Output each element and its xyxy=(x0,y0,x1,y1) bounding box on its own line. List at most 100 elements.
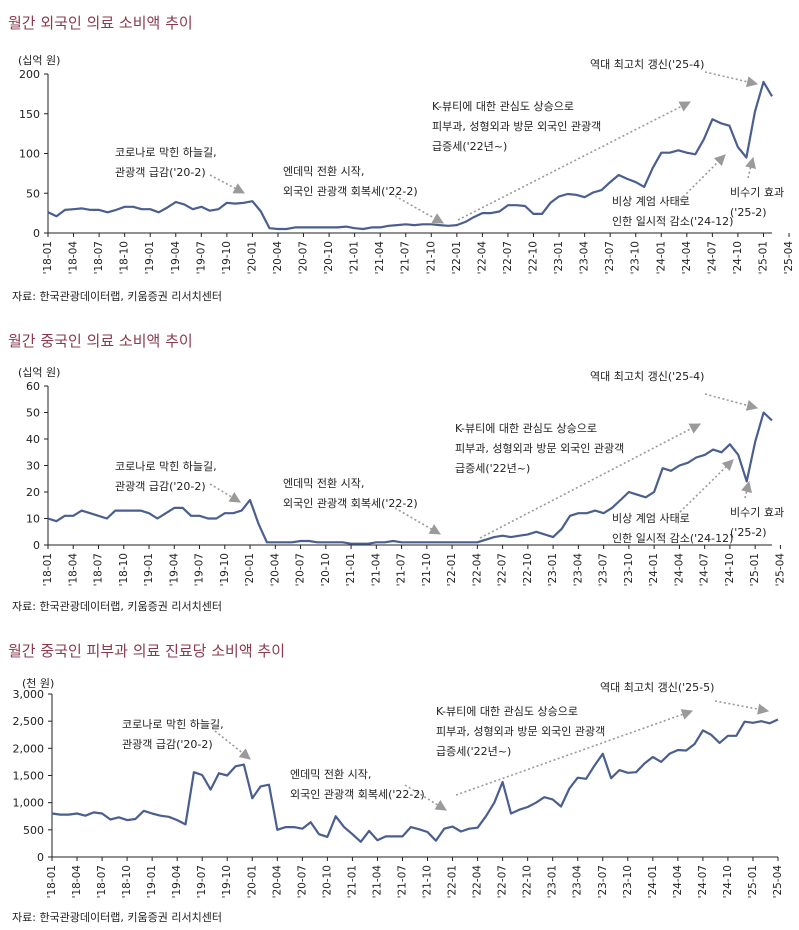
x-tick-label: '23-01 xyxy=(547,865,559,898)
series-line xyxy=(47,80,773,231)
x-tick-label: '24-07 xyxy=(697,865,709,898)
x-tick-label: '24-10 xyxy=(722,865,734,898)
x-tick-label: '19-01 xyxy=(144,241,156,274)
x-tick-label: '23-10 xyxy=(623,553,635,586)
annotation-arrow xyxy=(455,709,694,796)
annotation-text: K-뷰티에 대한 관심도 상승으로 xyxy=(455,422,597,435)
x-tick-label: '20-01 xyxy=(246,241,258,274)
chart3-title: 월간 중국인 피부과 의료 진료당 소비액 추이 xyxy=(8,642,286,660)
annotation-arrow xyxy=(679,154,726,201)
x-tick-label: '18-01 xyxy=(46,865,58,898)
annotation-text: 외국인 관광객 회복세('22-2) xyxy=(290,788,425,801)
x-tick-label: '19-04 xyxy=(171,865,183,899)
x-tick-label: '22-07 xyxy=(502,241,514,274)
x-tick-label: '19-10 xyxy=(221,865,233,898)
chart3-unit: (천 원) xyxy=(22,677,55,690)
x-tick-label: '18-10 xyxy=(118,553,130,586)
annotation-text: 비수기 효과 xyxy=(730,506,784,519)
annotation-text: 엔데믹 전환 시작, xyxy=(283,477,364,490)
x-tick-label: '19-10 xyxy=(221,241,233,274)
x-tick-label: '20-10 xyxy=(323,241,335,274)
series-line xyxy=(51,718,779,843)
x-tick-label: '24-04 xyxy=(673,553,685,587)
x-tick-label: '24-01 xyxy=(648,553,660,586)
chart2-plot: 0 10 20 30 40 50 60 '18-01 '18-04 '18-07 '18-10 '19… xyxy=(26,370,786,587)
annotation-arrow xyxy=(479,423,701,539)
x-tick-label: '20-04 xyxy=(269,553,281,587)
y-tick-label: 40 xyxy=(26,433,40,446)
x-tick-label: '20-07 xyxy=(296,865,308,898)
x-tick-label: '19-07 xyxy=(194,553,206,586)
x-tick-label: '23-07 xyxy=(598,553,610,586)
y-tick-label: 1,500 xyxy=(13,770,45,783)
y-tick-label: 50 xyxy=(26,187,40,200)
x-tick-label: '22-04 xyxy=(472,865,484,899)
x-tick-label: '25-01 xyxy=(747,865,759,898)
x-tick-label: '21-10 xyxy=(421,553,433,586)
x-tick-label: '19-01 xyxy=(143,553,155,586)
annotation-arrow xyxy=(404,784,447,811)
x-tick-label: '20-04 xyxy=(271,865,283,899)
annotation-text: 외국인 관광객 회복세('22-2) xyxy=(283,497,418,510)
annotation-text: 급증세('22년~) xyxy=(432,140,507,153)
annotation-arrow xyxy=(714,700,770,715)
x-tick-label: '18-04 xyxy=(71,865,83,899)
x-tick-label: '22-07 xyxy=(497,553,509,586)
annotation-text: 외국인 관광객 회복세('22-2) xyxy=(283,185,418,198)
x-tick-label: '19-04 xyxy=(168,553,180,587)
annotation-text: 코로나로 막힌 하늘길, xyxy=(115,459,217,473)
annotation-arrow xyxy=(457,101,691,221)
x-tick-label: '21-01 xyxy=(349,241,361,274)
annotation-text: K-뷰티에 대한 관심도 상승으로 xyxy=(436,705,578,718)
annotation-text: 피부과, 성형외과 방문 외국인 관광객 xyxy=(436,725,605,738)
x-tick-label: '21-10 xyxy=(425,241,437,274)
x-tick-label: '23-01 xyxy=(553,241,565,274)
annotation-text: 엔데믹 전환 시작, xyxy=(283,165,364,178)
x-tick-label: '25-01 xyxy=(749,553,761,586)
x-tick-label: '20-01 xyxy=(244,553,256,586)
annotation-text: 인한 일시적 감소('24-12) xyxy=(612,531,733,545)
annotation-arrow xyxy=(704,393,759,411)
x-tick-label: '18-10 xyxy=(121,865,133,898)
y-tick-label: 200 xyxy=(19,68,40,81)
x-tick-label: '25-04 xyxy=(774,553,786,587)
y-tick-label: 0 xyxy=(37,851,44,864)
x-tick-label: '21-04 xyxy=(374,241,386,275)
x-tick-label: '19-04 xyxy=(170,241,182,275)
x-tick-label: '18-01 xyxy=(42,241,54,274)
x-tick-label: '23-04 xyxy=(579,241,591,275)
y-tick-label: 3,000 xyxy=(13,688,45,701)
annotation-arrow xyxy=(394,507,441,535)
x-tick-label: '23-01 xyxy=(547,553,559,586)
x-tick-label: '19-10 xyxy=(219,553,231,586)
x-tick-label: '21-10 xyxy=(422,865,434,898)
x-tick-label: '24-04 xyxy=(672,865,684,899)
annotation-text: K-뷰티에 대한 관심도 상승으로 xyxy=(432,100,574,113)
y-tick-label: 60 xyxy=(26,380,40,393)
x-tick-label: '21-04 xyxy=(371,865,383,899)
y-tick-label: 20 xyxy=(26,486,40,499)
x-tick-label: '24-04 xyxy=(681,241,693,275)
annotation-arrow xyxy=(394,195,444,224)
annotation-arrow xyxy=(209,174,245,194)
x-tick-label: '20-10 xyxy=(320,553,332,586)
x-tick-label: '20-01 xyxy=(246,865,258,898)
annotation-arrow xyxy=(745,156,756,179)
x-tick-label: '23-04 xyxy=(572,865,584,899)
x-tick-label: '19-07 xyxy=(196,865,208,898)
x-tick-label: '24-01 xyxy=(655,241,667,274)
y-tick-label: 100 xyxy=(19,148,40,161)
x-tick-label: '23-10 xyxy=(630,241,642,274)
x-tick-label: '25-01 xyxy=(757,241,769,274)
x-tick-label: '18-04 xyxy=(68,241,80,275)
y-tick-label: 500 xyxy=(23,824,44,837)
x-tick-label: '22-01 xyxy=(447,865,459,898)
annotation-text: 급증세('22년~) xyxy=(436,745,511,758)
chart1-plot: 0 50 100 150 200 '18-01 '18-04 '18-07 '18-10 '19-… xyxy=(19,58,795,275)
x-tick-label: '23-10 xyxy=(622,865,634,898)
x-tick-label: '22-04 xyxy=(471,553,483,587)
x-tick-label: '18-07 xyxy=(96,865,108,898)
x-tick-label: '18-04 xyxy=(67,553,79,587)
x-tick-label: '21-04 xyxy=(370,553,382,587)
x-tick-label: '21-01 xyxy=(345,553,357,586)
